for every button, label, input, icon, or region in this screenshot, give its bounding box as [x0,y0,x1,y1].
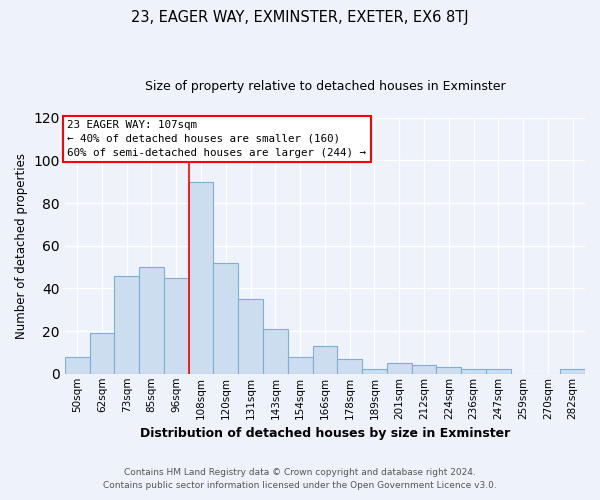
Text: Contains HM Land Registry data © Crown copyright and database right 2024.
Contai: Contains HM Land Registry data © Crown c… [103,468,497,490]
Text: 23 EAGER WAY: 107sqm
← 40% of detached houses are smaller (160)
60% of semi-deta: 23 EAGER WAY: 107sqm ← 40% of detached h… [67,120,366,158]
Title: Size of property relative to detached houses in Exminster: Size of property relative to detached ho… [145,80,505,93]
Bar [89,333,115,374]
Bar [387,363,412,374]
Bar [486,370,511,374]
Bar [560,370,585,374]
Bar [164,278,188,374]
Bar [436,368,461,374]
Bar [461,370,486,374]
X-axis label: Distribution of detached houses by size in Exminster: Distribution of detached houses by size … [140,427,510,440]
Bar [188,182,214,374]
Y-axis label: Number of detached properties: Number of detached properties [15,153,28,339]
Bar [65,356,89,374]
Bar [214,263,238,374]
Bar [313,346,337,374]
Bar [362,370,387,374]
Bar [288,356,313,374]
Text: 23, EAGER WAY, EXMINSTER, EXETER, EX6 8TJ: 23, EAGER WAY, EXMINSTER, EXETER, EX6 8T… [131,10,469,25]
Bar [263,329,288,374]
Bar [337,359,362,374]
Bar [115,276,139,374]
Bar [412,365,436,374]
Bar [238,299,263,374]
Bar [139,267,164,374]
